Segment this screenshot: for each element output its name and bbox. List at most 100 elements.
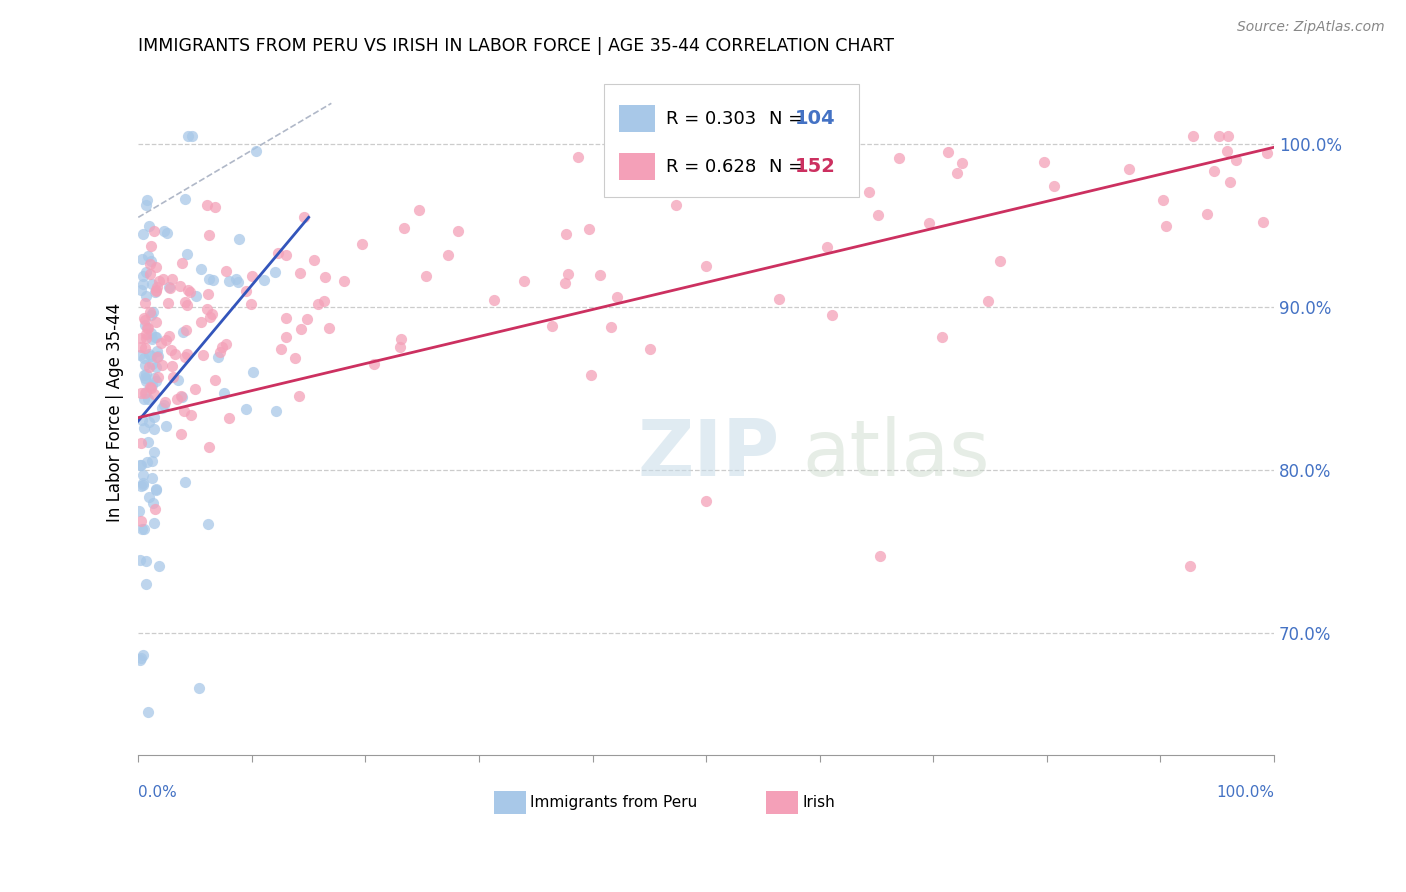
Point	[153, 224, 176, 238]
Point	[135, 554, 157, 568]
Point	[1182, 128, 1205, 143]
Point	[173, 404, 195, 418]
Point	[557, 267, 579, 281]
Point	[1256, 146, 1278, 161]
Point	[172, 325, 194, 339]
Point	[218, 274, 240, 288]
Point	[160, 272, 183, 286]
Point	[201, 307, 224, 321]
Point	[132, 468, 155, 483]
Point	[128, 348, 150, 362]
Point	[136, 193, 159, 207]
Y-axis label: In Labor Force | Age 35-44: In Labor Force | Age 35-44	[107, 303, 124, 523]
Point	[132, 269, 155, 284]
Point	[179, 285, 201, 300]
Point	[197, 516, 219, 531]
Point	[135, 265, 157, 279]
Point	[589, 268, 612, 282]
Point	[769, 176, 792, 190]
Point	[157, 329, 180, 343]
Point	[389, 340, 412, 354]
Point	[1197, 207, 1219, 221]
Point	[132, 421, 155, 435]
Point	[931, 330, 953, 344]
Point	[768, 292, 790, 306]
Point	[146, 350, 169, 364]
Point	[129, 650, 152, 665]
Point	[176, 247, 198, 261]
Point	[132, 522, 155, 536]
Point	[157, 280, 180, 294]
Point	[135, 374, 157, 388]
Point	[392, 221, 415, 235]
Point	[134, 358, 156, 372]
Point	[1218, 128, 1240, 143]
Point	[141, 454, 163, 468]
Point	[352, 236, 374, 251]
Point	[129, 479, 152, 493]
Point	[195, 302, 218, 317]
Point	[165, 347, 187, 361]
Point	[139, 238, 162, 252]
Point	[142, 387, 165, 401]
Point	[240, 269, 263, 284]
Point	[226, 275, 249, 289]
Point	[134, 386, 156, 401]
Point	[869, 549, 891, 564]
Text: IMMIGRANTS FROM PERU VS IRISH IN LABOR FORCE | AGE 35-44 CORRELATION CHART: IMMIGRANTS FROM PERU VS IRISH IN LABOR F…	[138, 37, 894, 55]
Text: Immigrants from Peru: Immigrants from Peru	[530, 795, 697, 810]
Point	[270, 342, 292, 356]
Text: atlas: atlas	[803, 416, 990, 491]
Point	[128, 504, 150, 518]
Text: 104: 104	[794, 109, 835, 128]
Point	[274, 248, 297, 262]
Point	[170, 256, 193, 270]
Point	[148, 559, 170, 574]
Point	[267, 245, 290, 260]
Point	[162, 370, 184, 384]
Point	[567, 150, 589, 164]
Point	[132, 476, 155, 491]
Point	[135, 331, 157, 345]
Point	[1118, 161, 1140, 176]
Point	[129, 283, 152, 297]
Point	[136, 321, 159, 335]
Point	[145, 483, 167, 497]
Point	[174, 192, 197, 206]
Point	[292, 211, 315, 225]
Point	[155, 419, 177, 434]
Point	[142, 495, 165, 509]
Point	[129, 436, 152, 450]
Point	[141, 378, 163, 392]
Point	[134, 318, 156, 333]
Point	[176, 298, 198, 312]
Point	[132, 277, 155, 291]
Text: 0.0%: 0.0%	[138, 785, 177, 800]
Point	[146, 370, 169, 384]
Point	[142, 445, 165, 459]
Point	[135, 384, 157, 399]
Point	[212, 386, 235, 401]
Point	[290, 266, 312, 280]
Point	[204, 373, 226, 387]
Point	[141, 308, 163, 322]
Point	[198, 227, 221, 242]
Point	[177, 128, 200, 143]
Point	[918, 216, 941, 230]
Point	[145, 359, 167, 374]
Point	[132, 478, 155, 492]
FancyBboxPatch shape	[605, 85, 859, 197]
Point	[132, 311, 155, 326]
Point	[129, 514, 152, 528]
Point	[195, 198, 218, 212]
Point	[152, 271, 174, 285]
Point	[131, 413, 153, 427]
Point	[138, 347, 160, 361]
Point	[166, 392, 188, 406]
Point	[578, 221, 600, 235]
Point	[513, 274, 536, 288]
Point	[333, 274, 356, 288]
Point	[132, 227, 155, 242]
Point	[181, 128, 204, 143]
Point	[132, 368, 155, 382]
